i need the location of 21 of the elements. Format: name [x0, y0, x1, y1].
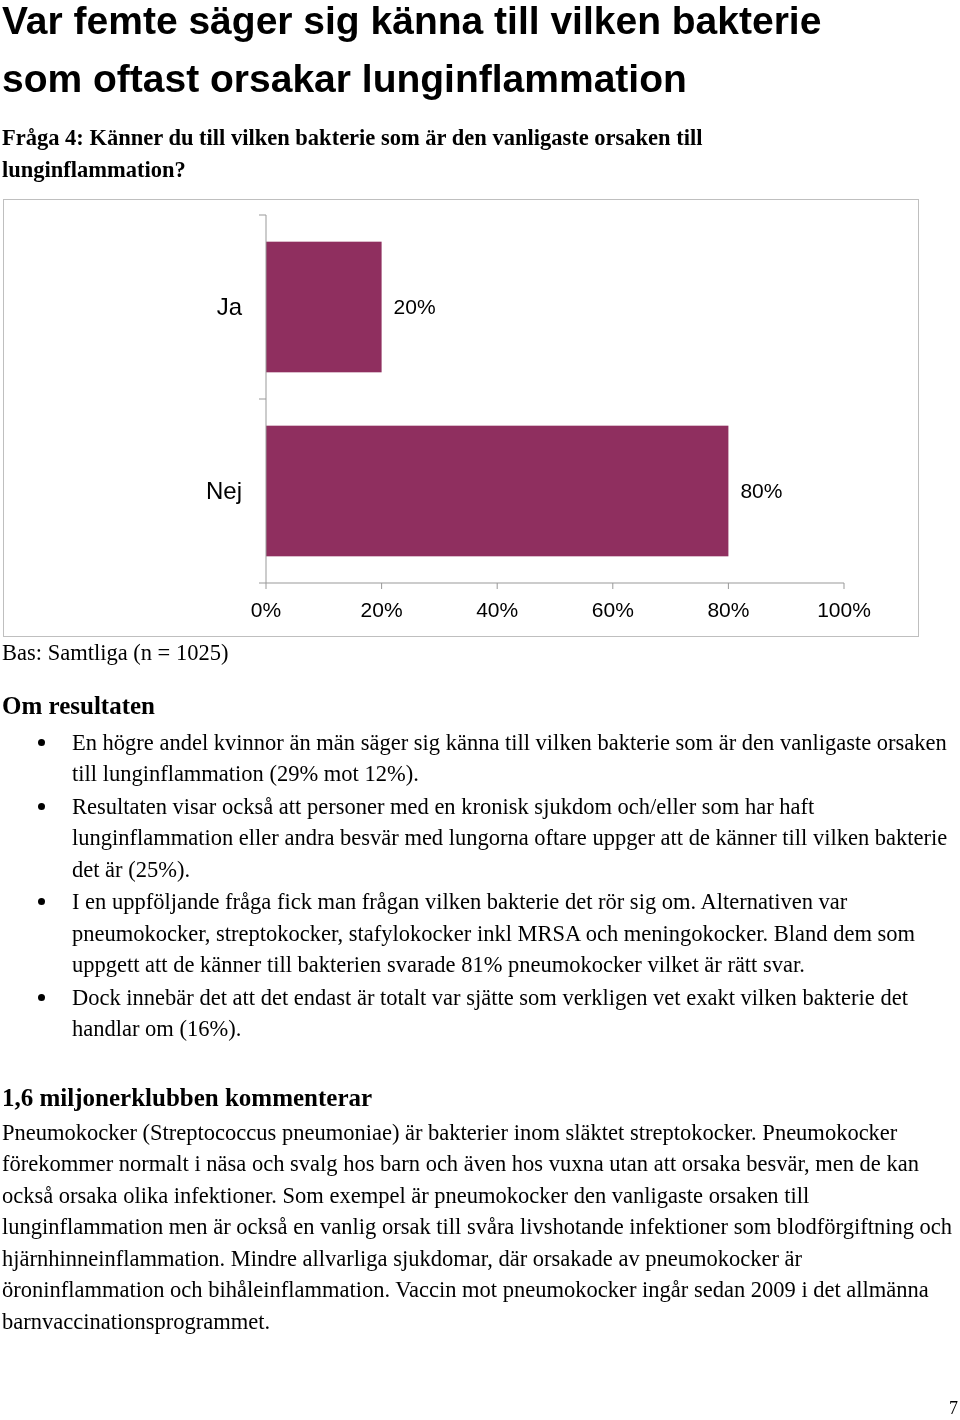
text: I en uppföljande fråga fick man frågan vilken bakterie det rör sig om. Alternativen var pneumokocker, streptokocker, stafylokocker inkl MRSA och meningokocker. Bland dem som uppgett att de känner till bakterien svarade 81% pneumokocker vilket är rätt svar. — [71, 888, 917, 979]
x-tick-label: 40% — [476, 598, 519, 622]
data-label: 20% — [393, 295, 436, 319]
text: Resultaten visar också att personer med en kronisk sjukdom och/eller som har haft lunginflammation eller andra besvär med lungorna oftare uppger att de känner till vilken bakterie det är (25%). — [71, 792, 949, 884]
text: En högre andel kvinnor än män säger sig känna till vilken bakterie som är den vanligaste orsaken till lunginflammation (29% mot 12%). — [71, 728, 948, 788]
x-tick-label: 80% — [707, 598, 750, 622]
text: Pneumokocker (Streptococcus pneumoniae) är bakterier inom släktet streptokocker. Pneumokocker förekommer normalt i näsa och svalg hos barn och även hos vuxna utan att orsaka besvär, men de kan också orsaka olika infektioner. Som exempel är pneumokocker den vanligaste orsaken till lunginflammation men är också en vanlig orsak till svåra livshotande infektioner som blodförgiftning och hjärnhinneinflammation. Mindre allvarliga sjukdomar, där orsakade av pneumokocker är öroninflammation och bihåleinflammation. Vaccin mot pneumokocker ingår sedan 2009 i det allmänna barnvaccinationsprogrammet. — [2, 1118, 952, 1336]
chart-title: Var femte säger sig känna till vilken bakterie som oftast orsakar lunginflammation — [2, 0, 823, 102]
text: Bas: Samtliga (n = 1025) — [2, 639, 230, 667]
x-tick-label: 20% — [360, 598, 403, 622]
text: 1,6 miljonerklubben kommenterar — [2, 1082, 374, 1113]
text: Dock innebär det att det endast är totalt var sjätte som verkligen vet exakt vilken bakterie det handlar om (16%). — [71, 983, 909, 1043]
x-tick-label: 0% — [250, 598, 282, 622]
x-tick-label: 60% — [591, 598, 634, 622]
y-tick-label: Nej — [205, 477, 242, 505]
chart-subtitle: Fråga 4: Känner du till vilken bakterie som är den vanligaste orsaken till lunginflammation? — [2, 124, 704, 184]
text: Om resultaten — [2, 690, 156, 721]
text: 7 — [949, 1398, 958, 1419]
data-label: 80% — [740, 479, 783, 503]
y-tick-label: Ja — [216, 293, 243, 321]
x-tick-label: 100% — [817, 598, 871, 622]
